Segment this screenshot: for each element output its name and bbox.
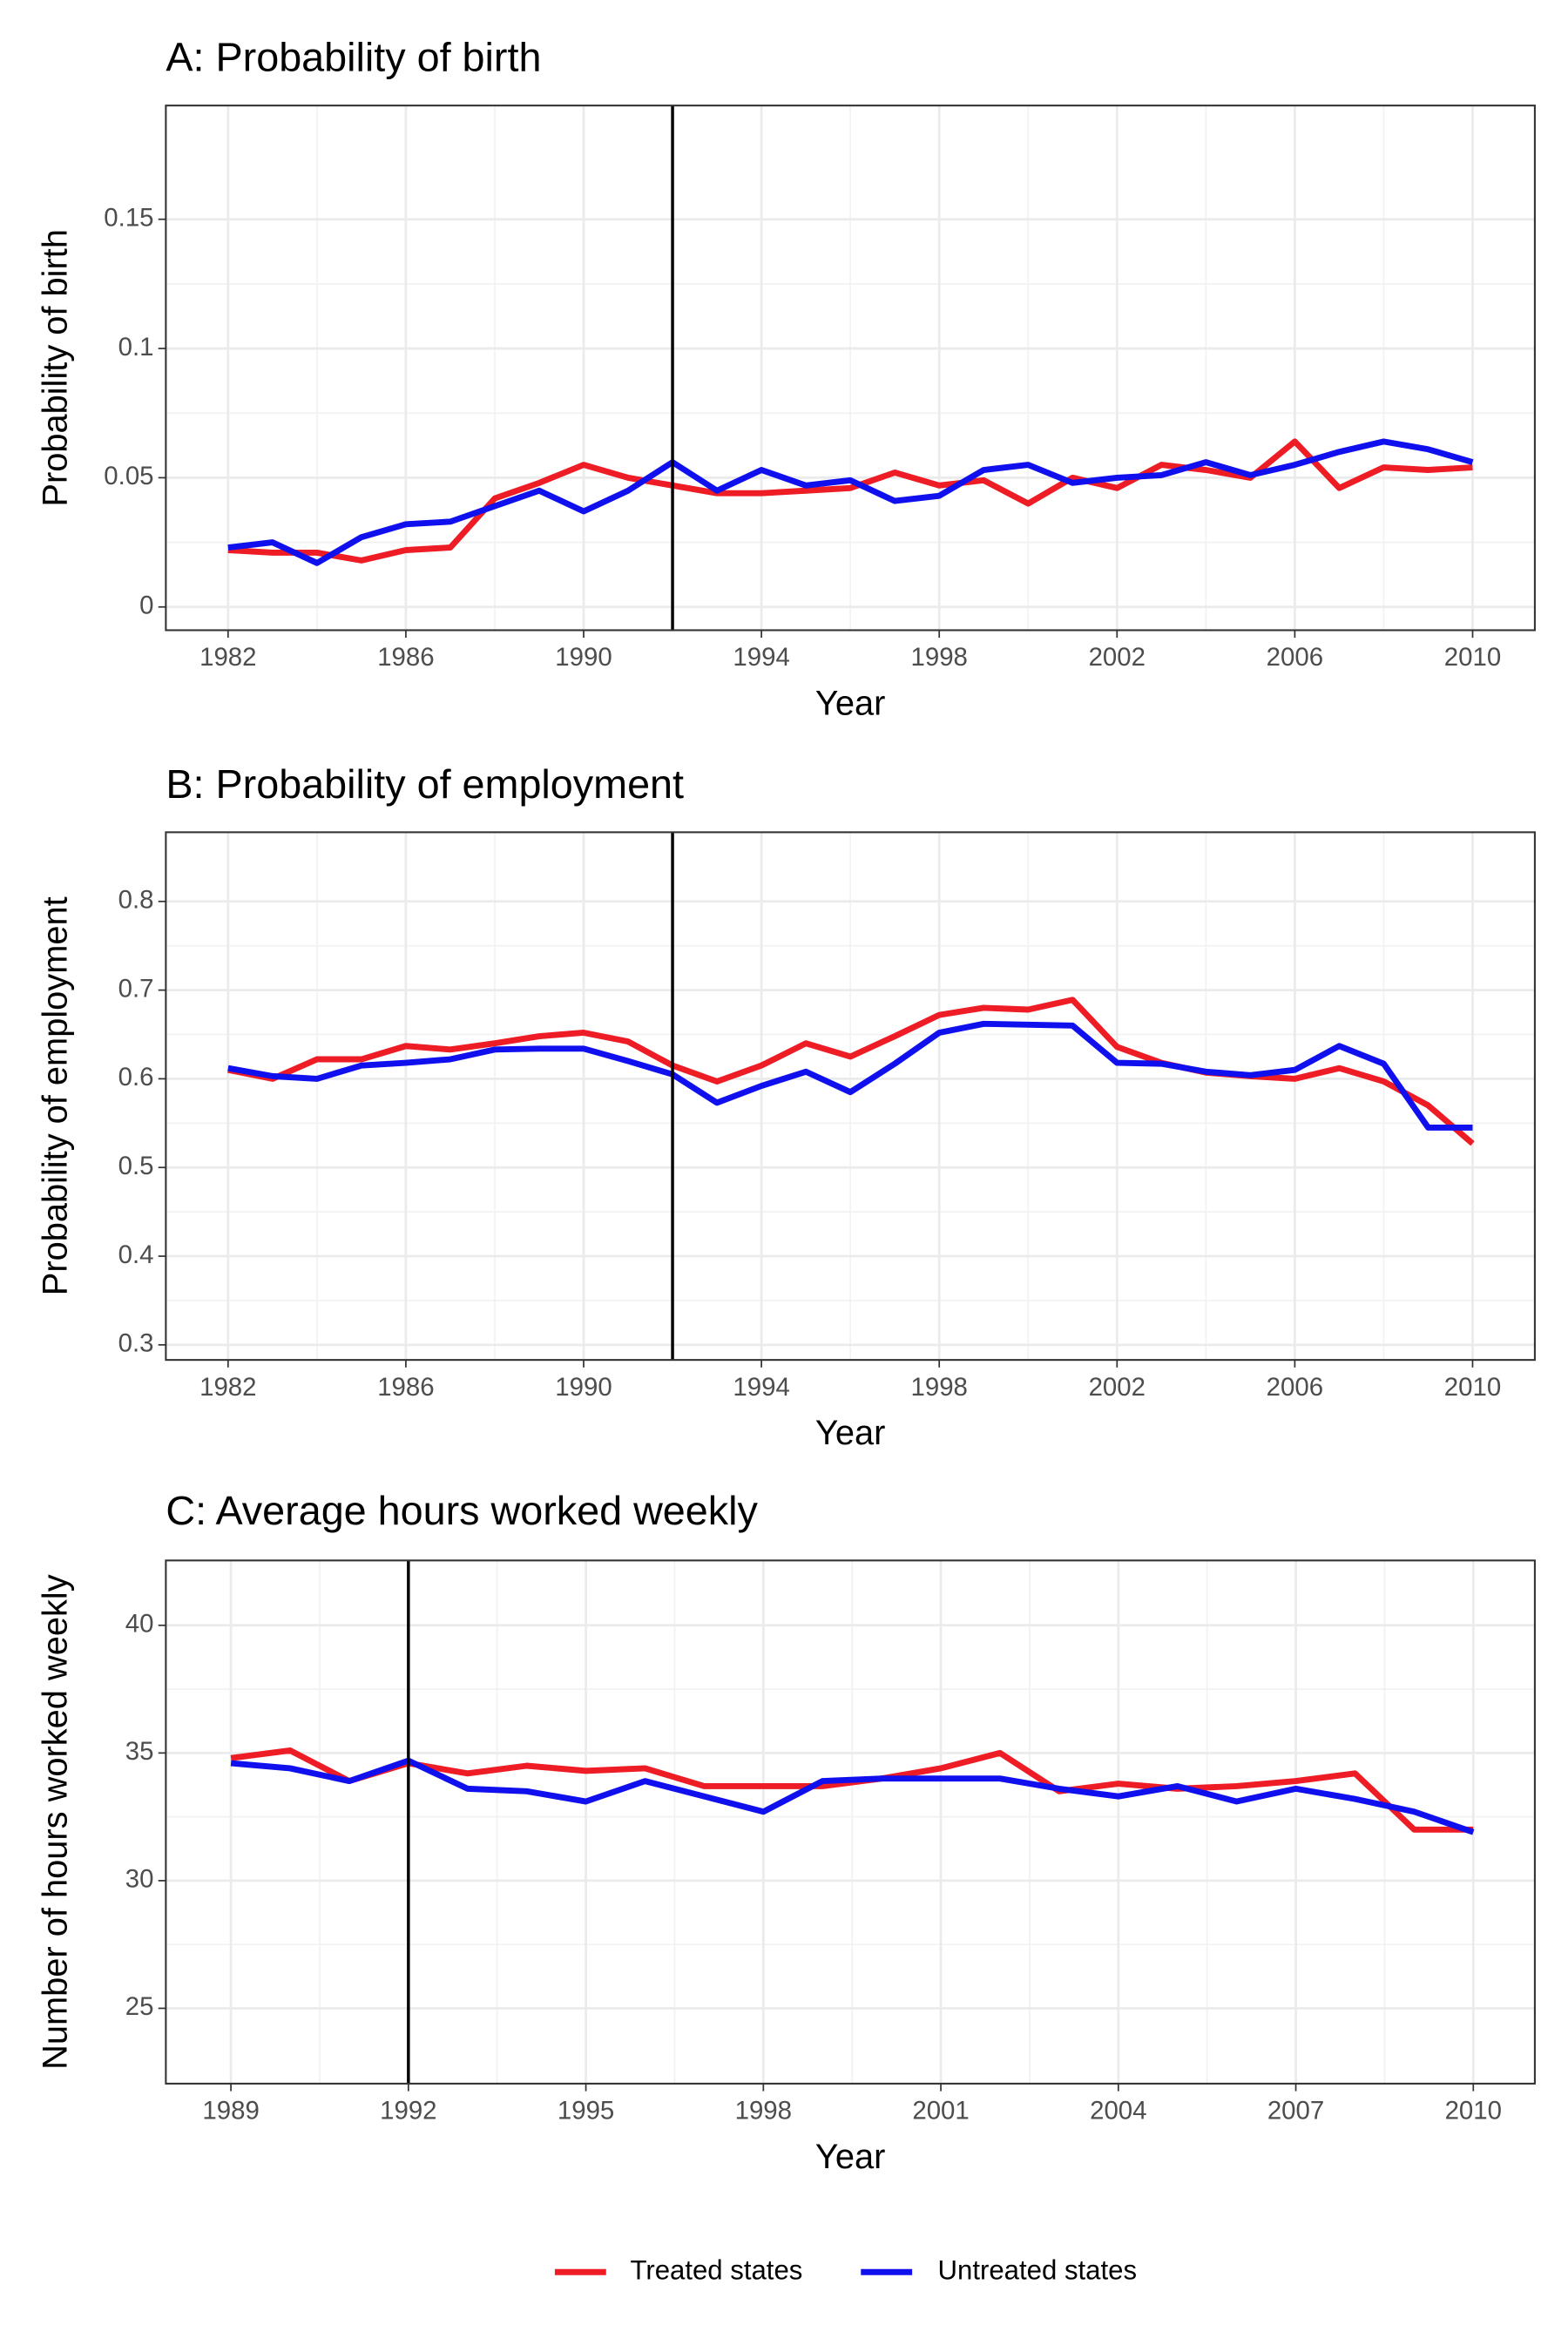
y-tick-label: 35	[125, 1737, 154, 1766]
chart-title: B: Probability of employment	[166, 761, 684, 807]
series-line	[230, 1757, 1475, 1835]
x-tick-label: 1998	[910, 643, 967, 672]
y-tick-label: 0.05	[104, 462, 153, 490]
x-tick-label: 1986	[377, 1373, 434, 1402]
y-tick-label: 0.3	[118, 1329, 154, 1358]
x-tick-label: 2002	[1089, 1373, 1146, 1402]
x-tick-label: 1986	[377, 643, 434, 672]
legend-label: Untreated states	[938, 2255, 1138, 2286]
x-tick-label: 1990	[555, 643, 612, 672]
x-tick-label: 1992	[380, 2097, 436, 2126]
y-tick-label: 0.5	[118, 1152, 154, 1180]
x-tick-label: 2006	[1267, 643, 1323, 672]
x-tick-label: 2001	[912, 2097, 969, 2126]
x-axis-title: Year	[815, 2138, 885, 2176]
x-tick-label: 1994	[733, 643, 789, 672]
y-tick-label: 0.6	[118, 1063, 154, 1092]
y-tick-label: 30	[125, 1865, 154, 1894]
y-tick-label: 0.1	[118, 333, 154, 362]
x-tick-label: 2010	[1445, 2097, 1502, 2126]
x-tick-label: 2002	[1089, 643, 1146, 672]
y-axis-title: Probability of employment	[36, 896, 74, 1295]
panel-border	[165, 1559, 1536, 2085]
series-line	[227, 997, 1475, 1146]
x-tick-label: 1998	[735, 2097, 792, 2126]
y-tick-label: 0	[139, 591, 153, 620]
y-axis-title: Probability of birth	[36, 229, 74, 507]
y-tick-label: 0.4	[118, 1240, 154, 1269]
panel-border	[165, 105, 1536, 632]
y-tick-label: 25	[125, 1992, 154, 2021]
chart-title: C: Average hours worked weekly	[166, 1488, 758, 1533]
legend: Treated states Untreated states	[554, 2255, 1138, 2286]
x-tick-label: 1982	[199, 643, 256, 672]
x-axis-title: Year	[815, 1414, 885, 1452]
series-line	[227, 438, 1474, 566]
y-axis-title: Number of hours worked weekly	[36, 1574, 74, 2070]
legend-label: Treated states	[630, 2255, 802, 2286]
x-tick-label: 1990	[555, 1373, 612, 1402]
x-tick-label: 2007	[1267, 2097, 1324, 2126]
y-tick-label: 0.8	[118, 886, 154, 915]
x-tick-label: 2010	[1444, 1373, 1501, 1402]
series-line	[227, 1020, 1473, 1131]
y-tick-label: 0.15	[104, 203, 153, 232]
x-tick-label: 1989	[202, 2097, 259, 2126]
x-tick-label: 2010	[1444, 643, 1501, 672]
x-tick-label: 2004	[1090, 2097, 1146, 2126]
panel-border	[165, 831, 1536, 1362]
chart-title: A: Probability of birth	[166, 35, 541, 80]
x-tick-label: 1982	[199, 1373, 256, 1402]
x-axis-title: Year	[815, 685, 885, 723]
series-line	[227, 438, 1473, 564]
x-tick-label: 1998	[910, 1373, 967, 1402]
y-tick-label: 0.7	[118, 974, 154, 1003]
x-tick-label: 1995	[558, 2097, 614, 2126]
x-tick-label: 1994	[733, 1373, 789, 1402]
y-tick-label: 40	[125, 1610, 154, 1639]
x-tick-label: 2006	[1267, 1373, 1323, 1402]
